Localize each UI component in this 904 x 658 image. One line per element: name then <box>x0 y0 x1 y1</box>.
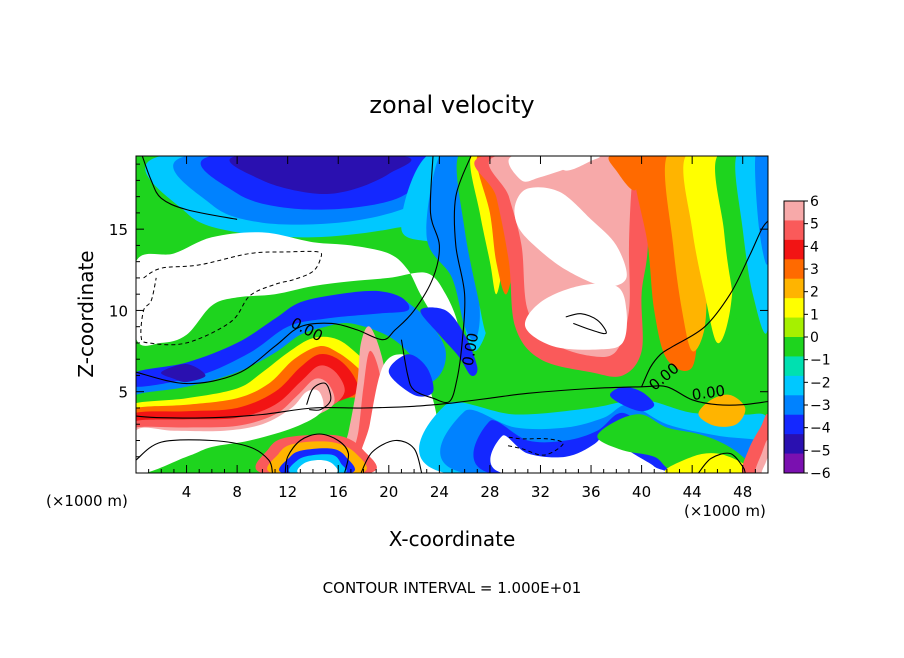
contour-line-solid-9 <box>360 439 423 473</box>
x-tick-label-7: 32 <box>531 483 550 501</box>
velocity-region-13 <box>514 187 627 287</box>
colorbar-swatch-3 <box>784 259 804 280</box>
x-tick-label-11: 48 <box>733 483 752 501</box>
colorbar-label-5: 1 <box>810 307 819 323</box>
y-tick-label-2: 15 <box>109 221 128 239</box>
x-tick-label-3: 16 <box>329 483 348 501</box>
x-tick-label-6: 28 <box>480 483 499 501</box>
x-tick-label-10: 44 <box>683 483 702 501</box>
velocity-region-21 <box>608 156 646 191</box>
contour-label-3: 0.00 <box>691 382 727 404</box>
colorbar-swatch-2 <box>784 239 804 260</box>
contour-line-dashed-1 <box>506 436 564 456</box>
colorbar-swatch-4 <box>784 278 804 299</box>
velocity-region-23 <box>136 232 459 347</box>
contour-line-solid-4 <box>136 402 453 419</box>
x-unit-label-left: (×1000 m) <box>46 492 128 510</box>
contour-line-solid-1 <box>136 156 440 385</box>
velocity-region-52 <box>664 453 755 473</box>
y-axis-label: Z-coordinate <box>74 250 98 377</box>
colorbar-swatch-13 <box>784 453 804 474</box>
colorbar-label-12: −6 <box>810 466 831 482</box>
x-tick-label-8: 36 <box>581 483 600 501</box>
colorbar-swatch-1 <box>784 220 804 241</box>
colorbar-label-7: −1 <box>810 353 831 369</box>
y-tick-label-1: 10 <box>109 302 128 320</box>
x-tick-label-9: 40 <box>632 483 651 501</box>
velocity-region-46 <box>452 383 768 412</box>
contour-line-solid-2 <box>400 156 472 404</box>
contour-line-solid-0 <box>141 156 238 220</box>
colorbar-swatch-9 <box>784 375 804 396</box>
y-tick-label-0: 5 <box>118 384 128 402</box>
x-tick-label-4: 20 <box>379 483 398 501</box>
x-unit-label-right: (×1000 m) <box>684 502 766 520</box>
contour-line-solid-11 <box>698 452 746 473</box>
contour-line-solid-8 <box>136 439 274 473</box>
contour-line-solid-6 <box>284 433 350 473</box>
colorbar-swatch-6 <box>784 317 804 338</box>
velocity-region-33 <box>136 389 324 473</box>
colorbar-label-1: 5 <box>810 217 819 233</box>
contour-label-1: 0.00 <box>459 331 483 367</box>
colorbar-swatch-8 <box>784 356 804 377</box>
colorbar-label-11: −5 <box>810 443 831 459</box>
velocity-region-53 <box>610 386 655 412</box>
velocity-region-22 <box>551 156 600 171</box>
colorbar-swatch-11 <box>784 414 804 435</box>
contour-lines <box>136 156 768 473</box>
x-tick-label-5: 24 <box>430 483 449 501</box>
colorbar-swatch-10 <box>784 395 804 416</box>
colorbar-swatch-5 <box>784 298 804 319</box>
velocity-region-4 <box>229 156 412 195</box>
velocity-region-43 <box>297 460 338 473</box>
x-tick-label-0: 4 <box>182 483 192 501</box>
colorbar-label-0: 6 <box>810 194 819 210</box>
contour-interval-footer: CONTOUR INTERVAL = 1.000E+01 <box>323 579 582 597</box>
chart-title: zonal velocity <box>369 91 534 119</box>
contour-line-solid-5 <box>641 220 768 388</box>
velocity-region-25 <box>136 290 410 387</box>
colorbar-label-8: −2 <box>810 375 831 391</box>
colorbar-label-10: −4 <box>810 421 831 437</box>
velocity-region-20 <box>755 156 768 265</box>
velocity-region-45 <box>388 354 434 397</box>
contour-line-solid-7 <box>306 382 332 411</box>
contour-line-solid-3 <box>451 385 768 406</box>
velocity-region-26 <box>161 364 206 383</box>
colorbar-swatch-0 <box>784 201 804 221</box>
colorbar-swatch-12 <box>784 434 804 455</box>
colorbar: 6 5 4 3 2 1 0 −1 −2 −3 −4 −5 −6 <box>783 194 831 482</box>
contour-line-dashed-0 <box>140 250 323 346</box>
contour-line-solid-10 <box>565 313 607 335</box>
velocity-field <box>136 156 768 473</box>
colorbar-swatch-7 <box>784 337 804 357</box>
colorbar-label-3: 3 <box>810 262 819 278</box>
colorbar-label-9: −3 <box>810 398 831 414</box>
velocity-region-57 <box>761 458 768 473</box>
colorbar-label-6: 0 <box>810 330 819 346</box>
x-tick-label-2: 12 <box>278 483 297 501</box>
velocity-region-44 <box>420 307 478 377</box>
x-tick-label-1: 8 <box>232 483 242 501</box>
velocity-region-50 <box>490 427 667 473</box>
colorbar-label-4: 2 <box>810 285 819 301</box>
velocity-region-54 <box>698 394 746 427</box>
x-axis-label: X-coordinate <box>389 527 516 551</box>
colorbar-label-2: 4 <box>810 239 819 255</box>
